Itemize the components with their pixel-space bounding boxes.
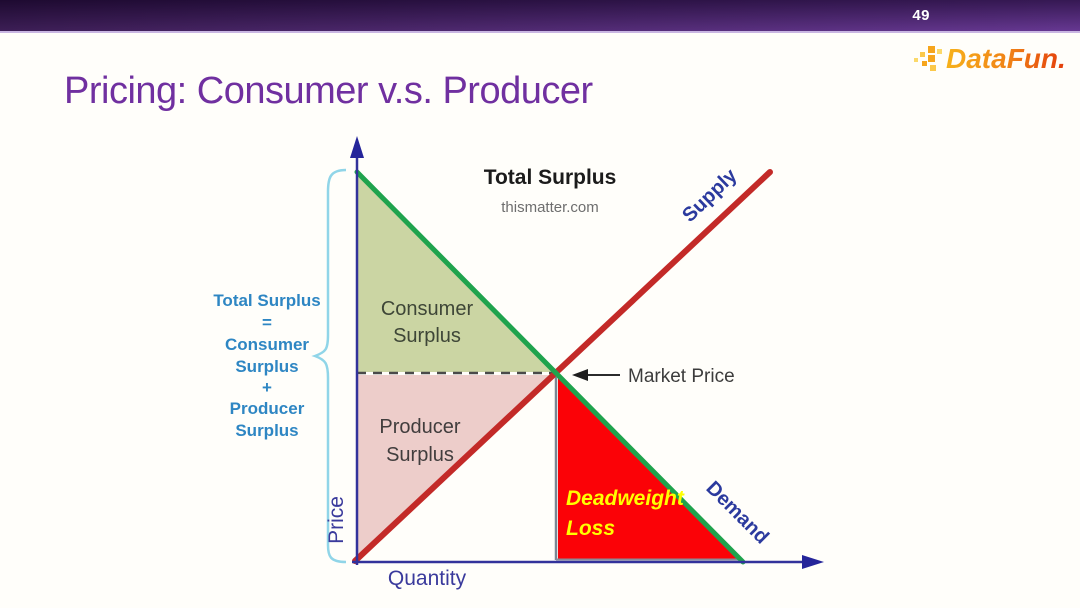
equation-line: = [262, 313, 272, 332]
x-axis-label: Quantity [388, 567, 467, 590]
watermark: thismatter.com [501, 199, 599, 216]
deadweight-loss-label-line1: Deadweight [566, 487, 685, 510]
market-price-arrow-icon [572, 369, 588, 381]
market-price-label: Market Price [628, 366, 735, 387]
equation-line: Producer [230, 399, 305, 418]
page-title: Pricing: Consumer v.s. Producer [64, 70, 593, 112]
equation-line: Surplus [235, 421, 298, 440]
supply-label: Supply [678, 164, 742, 227]
page-number: 49 [912, 7, 930, 24]
diagram-heading: Total Surplus [484, 166, 617, 189]
header-bar: 49 [0, 0, 1080, 33]
y-axis-arrow-icon [350, 136, 364, 158]
logo-text: DataFun. [946, 43, 1066, 74]
equation-line: Surplus [235, 357, 298, 376]
equation-line: + [262, 378, 272, 397]
equation-line: Total Surplus [213, 291, 320, 310]
x-axis-arrow-icon [802, 555, 824, 569]
producer-surplus-label-line1: Producer [379, 416, 460, 438]
total-surplus-equation: Total Surplus = Consumer Surplus + Produ… [213, 291, 320, 440]
y-axis-label: Price [325, 496, 348, 544]
total-surplus-brace [311, 168, 347, 564]
consumer-surplus-label-line2: Surplus [393, 325, 461, 347]
consumer-surplus-label-line1: Consumer [381, 298, 474, 320]
demand-curve [354, 169, 746, 565]
supply-curve [352, 169, 773, 564]
datafun-logo: DataFun. [914, 42, 1066, 78]
deadweight-loss-label-line2: Loss [566, 517, 615, 540]
equation-line: Consumer [225, 335, 309, 354]
logo-mosaic-icon [914, 46, 944, 72]
producer-surplus-label-line2: Surplus [386, 444, 454, 466]
